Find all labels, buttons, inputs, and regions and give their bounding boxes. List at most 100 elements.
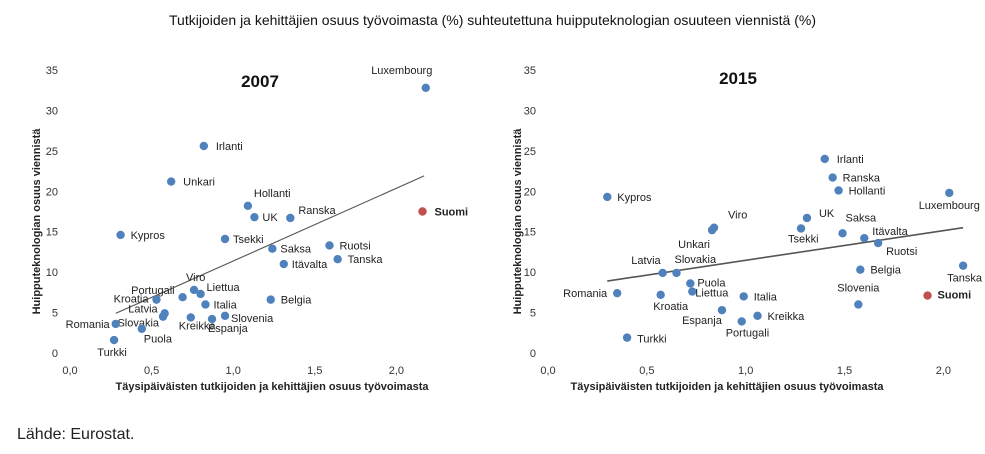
- y-tick-label: 25: [524, 146, 536, 158]
- point-label-portugali: Portugali: [131, 285, 174, 297]
- data-point-portugali: [737, 317, 746, 326]
- y-tick-label: 0: [530, 348, 536, 360]
- y-tick-label: 10: [524, 267, 536, 279]
- data-point-ruotsi: [325, 241, 334, 250]
- point-label-kypros: Kypros: [617, 192, 652, 204]
- y-tick-label: 30: [46, 105, 58, 117]
- chart-main-title: Tutkijoiden ja kehittäjien osuus työvoim…: [169, 12, 816, 28]
- point-label-liettua: Liettua: [695, 288, 729, 300]
- data-point-uk: [250, 212, 259, 222]
- point-label-uk: UK: [819, 208, 835, 220]
- point-label-irlanti: Irlanti: [837, 154, 864, 166]
- data-point-tsekki: [220, 234, 230, 244]
- data-point-espanja: [717, 305, 727, 315]
- y-tick-label: 35: [46, 65, 58, 77]
- point-label-hollanti: Hollanti: [849, 185, 886, 197]
- data-point-portugali: [178, 293, 187, 302]
- point-label-romania: Romania: [563, 288, 608, 300]
- x-tick-label: 0,5: [144, 365, 159, 377]
- x-tick-label: 1,5: [837, 365, 852, 377]
- source-note: Lähde: Eurostat.: [17, 426, 135, 443]
- data-point-hollanti: [243, 201, 253, 211]
- y-axis-label: Huipputeknologian osuus viennistä: [512, 128, 524, 315]
- point-label-ranska: Ranska: [298, 205, 336, 217]
- x-tick-label: 2,0: [936, 365, 951, 377]
- data-point-suomi: [418, 207, 427, 216]
- data-point-liettua: [688, 287, 697, 296]
- point-label-kreikka: Kreikka: [179, 320, 217, 332]
- trendline: [115, 175, 425, 314]
- x-tick-label: 1,0: [738, 365, 753, 377]
- data-point-kypros: [116, 230, 125, 240]
- panel-title: 2007: [241, 72, 279, 91]
- y-tick-label: 15: [46, 227, 58, 239]
- point-label-latvia: Latvia: [631, 255, 661, 267]
- data-point-turkki: [622, 333, 632, 342]
- point-label-tsekki: Tsekki: [233, 234, 264, 246]
- point-label-suomi: Suomi: [435, 207, 469, 219]
- y-tick-label: 15: [524, 227, 536, 239]
- y-axis-label: Huipputeknologian osuus viennistä: [31, 128, 43, 315]
- data-point-luxembourg: [945, 188, 954, 198]
- x-tick-label: 0,0: [62, 365, 77, 377]
- point-label-espanja: Espanja: [208, 323, 249, 335]
- data-point-saksa: [268, 244, 277, 253]
- data-point-belgia: [266, 295, 275, 304]
- point-label-ranska: Ranska: [843, 173, 881, 185]
- point-label-unkari: Unkari: [183, 177, 215, 189]
- data-point-saksa: [838, 229, 847, 238]
- data-point-suomi: [923, 291, 932, 300]
- point-label-belgia: Belgia: [281, 295, 312, 307]
- y-tick-label: 10: [46, 267, 58, 279]
- panel-2007: 2007 0 5 10 15 20 25 30 35 0,0 0,5 1,0 1,5 2,0 Täysipä…: [31, 65, 468, 393]
- point-label-luxembourg: Luxembourg: [919, 200, 980, 212]
- data-point-latvia: [658, 268, 667, 278]
- data-point-unkari: [707, 225, 717, 235]
- point-label-kroatia: Kroatia: [114, 294, 150, 306]
- point-label-espanja: Espanja: [682, 315, 723, 327]
- point-label-liettua: Liettua: [207, 282, 241, 294]
- point-label-turkki: Turkki: [97, 347, 127, 359]
- point-label-saksa: Saksa: [846, 212, 877, 224]
- point-label-unkari: Unkari: [678, 239, 710, 251]
- data-point-ranska: [828, 173, 837, 182]
- point-label-belgia: Belgia: [870, 265, 901, 277]
- data-point-ruotsi: [873, 238, 883, 248]
- data-point-italia: [201, 300, 210, 309]
- point-label-romania: Romania: [66, 319, 111, 331]
- data-point-slovenia: [220, 311, 230, 321]
- data-point-espanja: [207, 314, 217, 324]
- data-point-luxembourg: [421, 83, 430, 92]
- data-point-puola: [137, 324, 147, 333]
- x-axis-label: Täysipäiväisten tutkijoiden ja kehittäji…: [571, 381, 885, 393]
- data-point-slovakia: [158, 312, 168, 321]
- point-label-ruotsi: Ruotsi: [886, 246, 917, 258]
- data-point-puola: [686, 279, 695, 288]
- x-tick-label: 0,5: [639, 365, 654, 377]
- y-tick-label: 35: [524, 65, 536, 77]
- point-label-tanska: Tanska: [348, 254, 384, 266]
- x-tick-label: 2,0: [389, 365, 404, 377]
- data-point-tanska: [958, 261, 968, 270]
- point-label-uk: UK: [262, 212, 278, 224]
- data-point-hollanti: [834, 186, 843, 195]
- point-label-tanska: Tanska: [947, 273, 983, 285]
- data-point-kreikka: [186, 313, 195, 322]
- point-label-tsekki: Tsekki: [788, 233, 819, 245]
- data-point-ranska: [286, 213, 295, 223]
- point-label-italia: Italia: [213, 299, 237, 311]
- data-point-tanska: [333, 255, 342, 264]
- x-tick-label: 0,0: [540, 365, 555, 377]
- data-point-slovenia: [854, 300, 863, 309]
- data-point-belgia: [856, 265, 865, 274]
- data-point-itavalta: [860, 233, 869, 243]
- data-point-italia: [739, 292, 748, 301]
- data-point-slovakia: [672, 268, 681, 278]
- point-label-puola: Puola: [144, 334, 173, 346]
- point-label-itavalta: Itävalta: [292, 259, 328, 271]
- panel-title: 2015: [719, 69, 757, 88]
- x-tick-label: 1,5: [307, 365, 322, 377]
- point-label-turkki: Turkki: [637, 334, 667, 346]
- data-point-uk: [802, 213, 812, 223]
